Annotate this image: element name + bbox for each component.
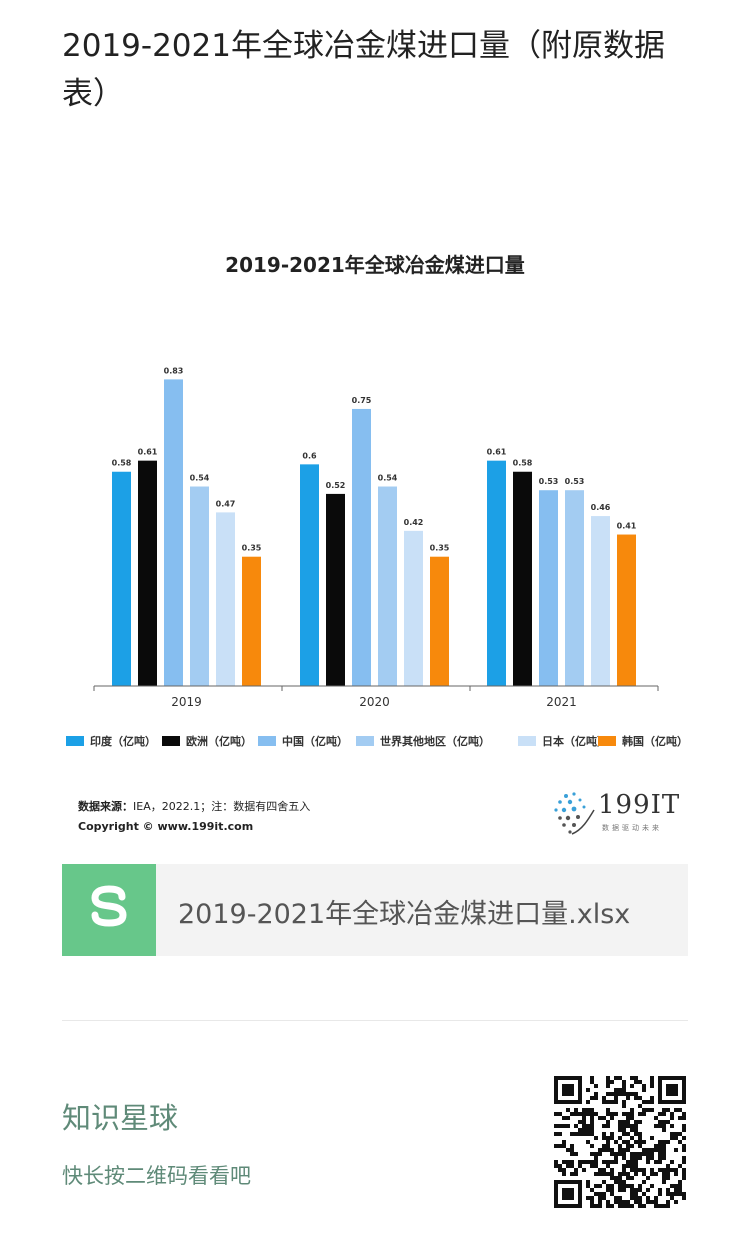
- legend-label: 韩国（亿吨）: [622, 734, 688, 748]
- bar-value-label: 0.47: [216, 499, 236, 508]
- source-line: 数据来源：IEA，2022.1；注：数据有四舍五入: [78, 797, 310, 817]
- bar-value-label: 0.35: [430, 544, 450, 553]
- bar-value-label: 0.6: [302, 451, 317, 460]
- logo-199it: 199IT 数据驱动未来: [552, 790, 682, 836]
- bar: [326, 493, 345, 686]
- x-axis: 2019 2020 2021: [93, 685, 659, 709]
- bar-value-label: 0.58: [513, 459, 533, 468]
- bar: [539, 490, 558, 686]
- bar: [404, 530, 423, 686]
- bar-value-label: 0.61: [138, 448, 158, 457]
- bar: [617, 534, 636, 686]
- legend-swatch: [598, 736, 616, 746]
- divider: [62, 1020, 688, 1021]
- bar-value-label: 0.46: [591, 503, 611, 512]
- legend-label: 日本（亿吨）: [542, 734, 608, 748]
- legend-swatch: [66, 736, 84, 746]
- bar: [300, 464, 319, 686]
- logo-subtext: 数据驱动未来: [602, 824, 662, 832]
- logo-text: 199IT: [598, 790, 681, 820]
- file-attachment[interactable]: 2019-2021年全球冶金煤进口量.xlsx: [62, 864, 688, 956]
- legend-label: 印度（亿吨）: [90, 734, 156, 748]
- legend-label: 中国（亿吨）: [282, 734, 348, 748]
- bar-value-label: 0.54: [190, 474, 210, 483]
- legend: 印度（亿吨） 欧洲（亿吨） 中国（亿吨） 世界其他地区（亿吨） 日本（亿吨） 韩国（亿吨）: [66, 734, 688, 748]
- x-tick-label: 2020: [359, 695, 390, 709]
- bars-layer: 0.58 0.61 0.83 0.54 0.47 0.35 0.6 0.52 0.75 0.54 0…: [112, 366, 637, 686]
- qr-code-icon[interactable]: [554, 1076, 686, 1208]
- bar: [378, 486, 397, 686]
- x-tick-label: 2019: [171, 695, 202, 709]
- bar-value-label: 0.61: [487, 448, 507, 457]
- bar-value-label: 0.35: [242, 544, 262, 553]
- legend-swatch: [356, 736, 374, 746]
- bar-value-label: 0.54: [378, 474, 398, 483]
- bar-value-label: 0.53: [565, 477, 585, 486]
- bar: [138, 460, 157, 686]
- legend-swatch: [162, 736, 180, 746]
- bar-value-label: 0.58: [112, 459, 132, 468]
- bar: [164, 379, 183, 686]
- bar: [565, 490, 584, 686]
- wps-sheet-icon: [62, 864, 156, 956]
- article-title: 2019-2021年全球冶金煤进口量（附原数据表）: [62, 28, 665, 112]
- zhishi-title: 知识星球: [62, 1101, 179, 1135]
- source-text: IEA，2022.1；注：数据有四舍五入: [133, 800, 311, 813]
- x-tick-label: 2021: [546, 695, 577, 709]
- legend-label: 欧洲（亿吨）: [186, 734, 252, 748]
- bar-chart: 2019-2021年全球冶金煤进口量 0.58 0.61 0.83 0.54 0.47 0…: [62, 230, 692, 850]
- chart-title: 2019-2021年全球冶金煤进口量: [225, 253, 525, 277]
- bar-value-label: 0.52: [326, 481, 346, 490]
- bar: [190, 486, 209, 686]
- bar: [513, 471, 532, 686]
- bar: [591, 516, 610, 686]
- source-block: 数据来源：IEA，2022.1；注：数据有四舍五入 Copyright © ww…: [78, 797, 310, 837]
- bar-value-label: 0.41: [617, 522, 637, 531]
- legend-label: 世界其他地区（亿吨）: [380, 734, 490, 748]
- bar-value-label: 0.75: [352, 396, 372, 405]
- chart-svg: 2019-2021年全球冶金煤进口量 0.580.610.830.540.470…: [66, 253, 688, 748]
- legend-swatch: [258, 736, 276, 746]
- bar: [216, 512, 235, 686]
- file-name: 2019-2021年全球冶金煤进口量.xlsx: [178, 899, 631, 930]
- bar: [352, 408, 371, 686]
- bar-value-label: 0.42: [404, 518, 424, 527]
- bar: [487, 460, 506, 686]
- bar: [242, 556, 261, 686]
- logo-dots-icon: [554, 792, 595, 835]
- bar-value-label: 0.83: [164, 366, 184, 375]
- source-label: 数据来源：: [78, 800, 133, 813]
- legend-swatch: [518, 736, 536, 746]
- copyright: Copyright © www.199it.com: [78, 820, 254, 833]
- bar-value-label: 0.53: [539, 477, 559, 486]
- zhishi-subtitle: 快长按二维码看看吧: [62, 1164, 251, 1188]
- bar: [112, 471, 131, 686]
- bar: [430, 556, 449, 686]
